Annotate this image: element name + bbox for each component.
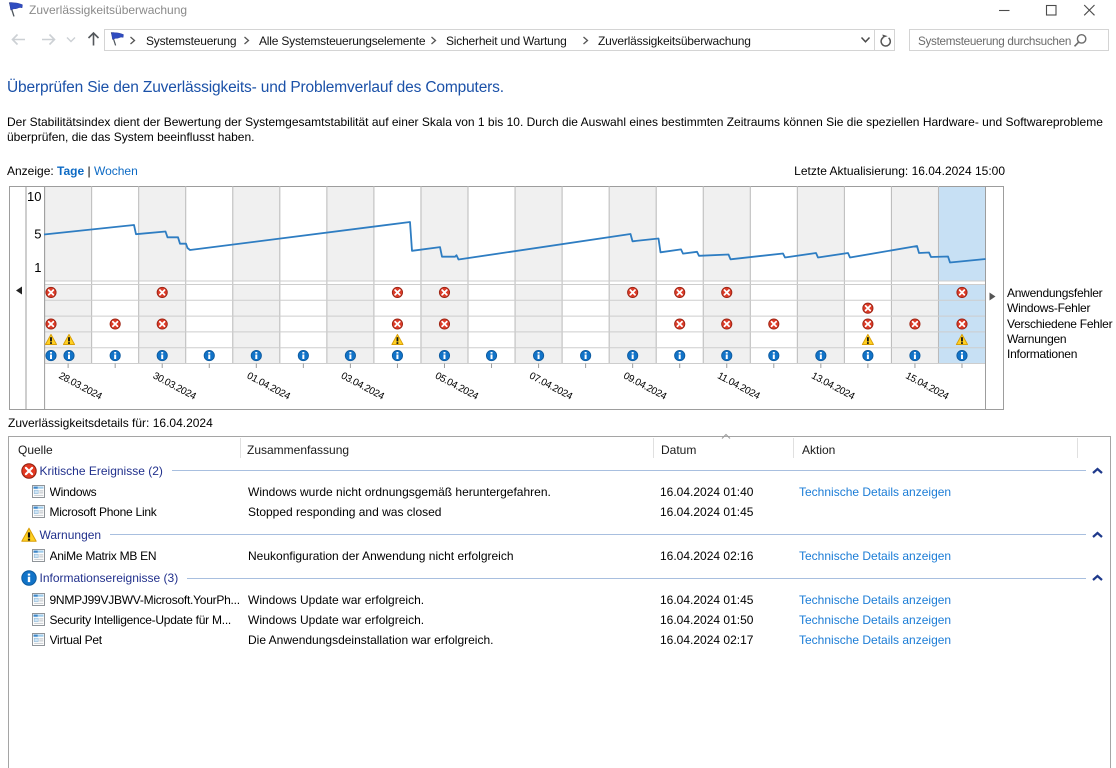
svg-text:10: 10 [27, 189, 41, 204]
svg-text:5: 5 [34, 227, 41, 242]
svg-text:1: 1 [34, 260, 41, 275]
